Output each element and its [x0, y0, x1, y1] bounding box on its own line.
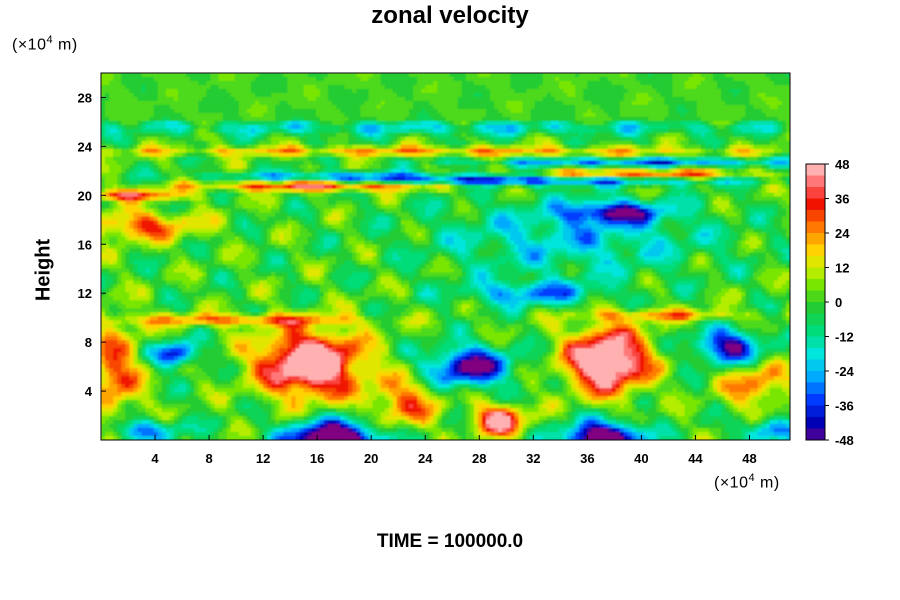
- x-tick-label: 20: [364, 451, 378, 466]
- y-axis: 4 8 12 16 20 24 28: [78, 90, 106, 399]
- x-tick-label: 16: [310, 451, 324, 466]
- colorbar-swatch: [806, 348, 825, 360]
- colorbar-swatch: [806, 290, 825, 303]
- x-tick-label: 8: [205, 451, 212, 466]
- colorbar-swatch: [806, 325, 825, 337]
- x-tick-label: 24: [418, 451, 433, 466]
- y-axis-unit: (×104 m): [12, 34, 78, 54]
- colorbar-tick-label: -12: [835, 330, 854, 345]
- y-tick-label: 24: [78, 139, 93, 154]
- colorbar: 48 36 24 12 0 -12 -24 -36 -48: [805, 157, 855, 448]
- x-tick-label: 4: [151, 451, 159, 466]
- colorbar-swatch: [806, 175, 825, 188]
- colorbar-swatch: [806, 187, 825, 199]
- colorbar-tick-label: -36: [835, 399, 854, 414]
- y-axis-label: Height: [32, 238, 55, 302]
- colorbar-swatch: [806, 336, 825, 349]
- colorbar-swatch: [806, 210, 825, 222]
- colorbar-swatch: [806, 164, 825, 176]
- velocity-field: [101, 73, 790, 440]
- colorbar-tick-label: 12: [835, 261, 849, 276]
- colorbar-swatch: [806, 371, 825, 383]
- colorbar-swatch: [806, 382, 825, 395]
- x-tick-label: 28: [472, 451, 486, 466]
- colorbar-swatch: [806, 405, 825, 418]
- colorbar-swatch: [806, 359, 825, 372]
- x-tick-label: 36: [580, 451, 594, 466]
- time-label: TIME = 100000.0: [376, 531, 524, 552]
- colorbar-tick-label: -24: [835, 364, 855, 379]
- x-tick-label: 12: [256, 451, 270, 466]
- y-tick-label: 28: [78, 90, 92, 105]
- chart-title: zonal velocity: [371, 2, 529, 29]
- colorbar-swatch: [806, 244, 825, 257]
- y-tick-label: 12: [78, 286, 92, 301]
- y-tick-label: 4: [85, 384, 93, 399]
- colorbar-swatch: [806, 313, 825, 326]
- colorbar-swatch: [806, 233, 825, 245]
- colorbar-tick-label: 48: [835, 157, 849, 172]
- colorbar-swatch: [806, 256, 825, 268]
- y-tick-label: 8: [85, 335, 92, 350]
- x-axis-unit: (×104 m): [714, 472, 780, 492]
- colorbar-tick-label: 24: [835, 226, 850, 241]
- colorbar-tick-label: -48: [835, 433, 854, 448]
- colorbar-swatch: [806, 267, 825, 280]
- plot-frame: [100, 72, 791, 441]
- x-tick-label: 48: [742, 451, 756, 466]
- colorbar-swatch: [806, 198, 825, 211]
- colorbar-swatch: [806, 279, 825, 291]
- y-tick-label: 20: [78, 188, 92, 203]
- colorbar-swatch: [806, 302, 825, 314]
- x-tick-label: 40: [634, 451, 648, 466]
- colorbar-tick-label: 0: [835, 295, 842, 310]
- x-tick-label: 44: [688, 451, 703, 466]
- colorbar-swatch: [806, 417, 825, 429]
- colorbar-swatch: [806, 394, 825, 406]
- colorbar-tick-label: 36: [835, 192, 849, 207]
- y-tick-label: 16: [78, 237, 92, 252]
- colorbar-swatch: [806, 221, 825, 234]
- x-axis: 4 8 12 16 20 24 28 32 36 40 44 48: [151, 435, 757, 466]
- x-tick-label: 32: [526, 451, 540, 466]
- colorbar-swatch: [806, 428, 825, 441]
